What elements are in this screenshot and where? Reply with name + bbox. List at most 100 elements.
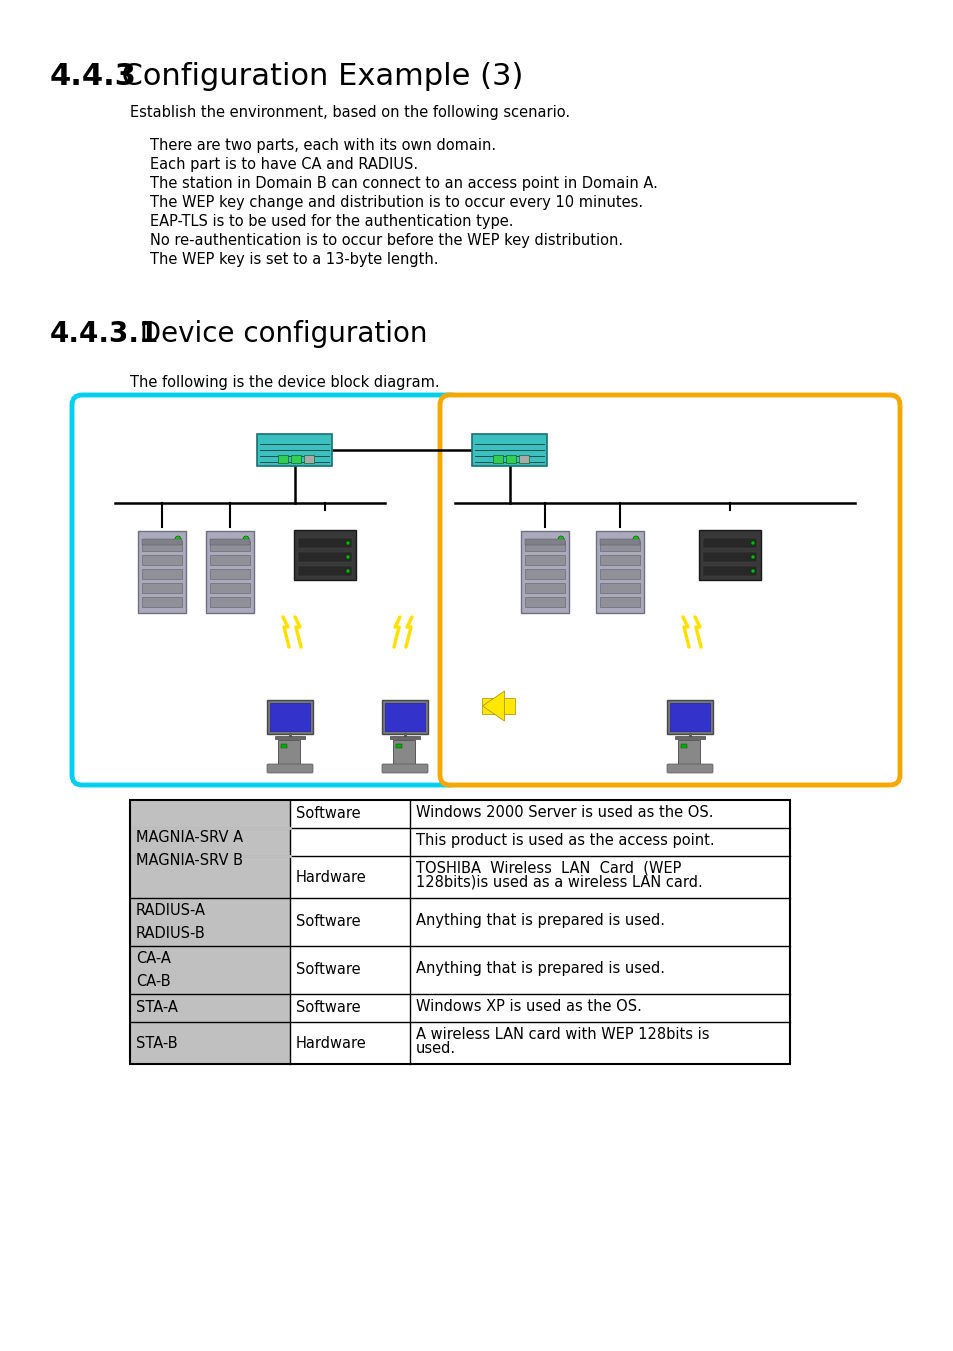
Text: Windows 2000 Server is used as the OS.: Windows 2000 Server is used as the OS.: [416, 805, 713, 820]
Text: Hardware: Hardware: [295, 1035, 366, 1051]
Text: Software: Software: [295, 915, 360, 929]
Bar: [270, 703, 310, 731]
Bar: [524, 584, 564, 593]
Text: TOSHIBA  Wireless  LAN  Card  (WEP: TOSHIBA Wireless LAN Card (WEP: [416, 861, 680, 875]
Bar: [385, 703, 424, 731]
Text: MAGNIA-SRV A
MAGNIA-SRV B: MAGNIA-SRV A MAGNIA-SRV B: [136, 831, 243, 867]
Bar: [702, 538, 757, 549]
Bar: [210, 597, 250, 607]
FancyBboxPatch shape: [71, 394, 459, 785]
Text: Software: Software: [295, 1001, 360, 1016]
Circle shape: [174, 536, 181, 542]
Text: Configuration Example (3): Configuration Example (3): [102, 62, 523, 91]
Bar: [297, 538, 352, 549]
Bar: [666, 700, 712, 734]
Bar: [524, 597, 564, 607]
FancyBboxPatch shape: [267, 765, 313, 773]
Bar: [142, 539, 182, 544]
Bar: [292, 455, 301, 463]
Bar: [390, 736, 419, 739]
Text: RADIUS-A
RADIUS-B: RADIUS-A RADIUS-B: [136, 904, 206, 940]
Bar: [142, 540, 182, 551]
Polygon shape: [482, 690, 504, 721]
Bar: [381, 700, 428, 734]
Bar: [702, 553, 757, 562]
Text: 4.4.3.1: 4.4.3.1: [50, 320, 159, 349]
Bar: [257, 434, 333, 466]
Bar: [524, 540, 564, 551]
Bar: [599, 584, 639, 593]
Text: Anything that is prepared is used.: Anything that is prepared is used.: [416, 961, 664, 975]
Circle shape: [243, 536, 249, 542]
Bar: [680, 744, 686, 748]
Bar: [675, 736, 704, 739]
Circle shape: [750, 569, 754, 573]
Text: Software: Software: [295, 962, 360, 978]
Bar: [297, 553, 352, 562]
Text: STA-A: STA-A: [136, 1001, 177, 1016]
FancyBboxPatch shape: [381, 765, 428, 773]
Bar: [678, 740, 700, 765]
Bar: [277, 740, 299, 765]
Bar: [393, 740, 415, 765]
Text: EAP-TLS is to be used for the authentication type.: EAP-TLS is to be used for the authentica…: [150, 213, 513, 230]
FancyBboxPatch shape: [439, 394, 899, 785]
Bar: [482, 698, 515, 713]
Bar: [506, 455, 516, 463]
Circle shape: [346, 569, 350, 573]
Bar: [142, 555, 182, 565]
Bar: [210, 569, 250, 580]
Text: No re-authentication is to occur before the WEP key distribution.: No re-authentication is to occur before …: [150, 232, 622, 249]
Text: Windows XP is used as the OS.: Windows XP is used as the OS.: [416, 998, 641, 1013]
Text: Each part is to have CA and RADIUS.: Each part is to have CA and RADIUS.: [150, 157, 417, 172]
Bar: [596, 531, 643, 613]
Text: This product is used as the access point.: This product is used as the access point…: [416, 832, 714, 847]
Circle shape: [346, 555, 350, 559]
Bar: [519, 455, 529, 463]
Text: STA-B: STA-B: [136, 1035, 177, 1051]
Bar: [702, 566, 757, 576]
Bar: [524, 539, 564, 544]
Bar: [669, 703, 709, 731]
Circle shape: [346, 540, 350, 544]
Bar: [130, 1021, 290, 1065]
Bar: [130, 800, 290, 828]
Bar: [130, 800, 789, 1065]
Text: Establish the environment, based on the following scenario.: Establish the environment, based on the …: [130, 105, 570, 120]
Text: used.: used.: [416, 1040, 456, 1055]
Bar: [524, 569, 564, 580]
Bar: [274, 736, 305, 739]
Bar: [297, 566, 352, 576]
Bar: [699, 530, 760, 580]
Text: A wireless LAN card with WEP 128bits is: A wireless LAN card with WEP 128bits is: [416, 1027, 709, 1042]
Bar: [599, 597, 639, 607]
Text: The following is the device block diagram.: The following is the device block diagra…: [130, 376, 439, 390]
Text: The WEP key is set to a 13-byte length.: The WEP key is set to a 13-byte length.: [150, 253, 438, 267]
Circle shape: [750, 555, 754, 559]
Bar: [130, 857, 290, 898]
Bar: [210, 539, 250, 544]
Circle shape: [633, 536, 639, 542]
Circle shape: [750, 540, 754, 544]
Bar: [142, 597, 182, 607]
Bar: [206, 531, 253, 613]
Bar: [210, 555, 250, 565]
Bar: [599, 539, 639, 544]
Bar: [281, 744, 287, 748]
Text: Hardware: Hardware: [295, 870, 366, 885]
Bar: [599, 569, 639, 580]
Bar: [130, 994, 290, 1021]
Bar: [395, 744, 401, 748]
Bar: [520, 531, 568, 613]
Text: 4.4.3: 4.4.3: [50, 62, 136, 91]
Bar: [524, 555, 564, 565]
Text: Device configuration: Device configuration: [122, 320, 427, 349]
Bar: [472, 434, 547, 466]
Text: Anything that is prepared is used.: Anything that is prepared is used.: [416, 913, 664, 928]
Bar: [142, 569, 182, 580]
Bar: [130, 898, 290, 946]
Circle shape: [558, 536, 563, 542]
Bar: [304, 455, 314, 463]
Bar: [138, 531, 186, 613]
Bar: [210, 584, 250, 593]
